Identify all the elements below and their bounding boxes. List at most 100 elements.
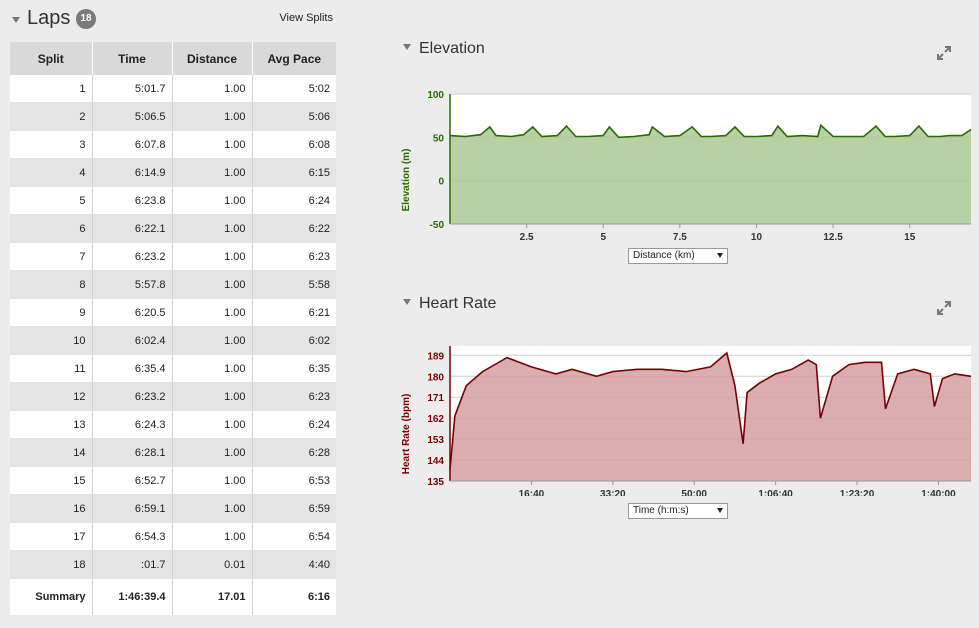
cell-time: :01.7: [92, 550, 173, 579]
cell-avg-pace: 6:35: [252, 354, 336, 383]
cell-distance: 1.00: [172, 130, 253, 159]
heart-rate-x-axis-select[interactable]: Time (h:m:s): [628, 503, 728, 519]
cell-avg-pace: 6:23: [252, 242, 336, 271]
cell-split: 4: [10, 158, 93, 187]
elevation-series-area: [450, 125, 971, 224]
table-row: 2 5:06.5 1.00 5:06: [10, 102, 336, 131]
cell-avg-pace: 5:58: [252, 270, 336, 299]
table-row: 16 6:59.1 1.00 6:59: [10, 494, 336, 523]
cell-time: 5:01.7: [92, 75, 173, 103]
cell-split: 14: [10, 438, 93, 467]
elevation-ytick-label: 50: [433, 133, 445, 144]
heart_rate-ytick-label: 144: [427, 456, 444, 467]
expand-icon[interactable]: [936, 45, 952, 61]
cell-split: 16: [10, 494, 93, 523]
heart-rate-chart: Heart Rate (bpm) 189 180 171 162 153 144 135 16…: [401, 346, 972, 496]
heart_rate-ytick-label: 162: [427, 414, 444, 425]
cell-time: 6:52.7: [92, 466, 173, 495]
collapse-triangle-icon[interactable]: [403, 299, 411, 305]
heart-rate-title: Heart Rate: [403, 295, 496, 313]
table-row: 4 6:14.9 1.00 6:15: [10, 158, 336, 187]
cell-distance: 1.00: [172, 382, 253, 411]
cell-distance: 1.00: [172, 75, 253, 103]
heart_rate-xtick-label: 33:20: [600, 489, 626, 496]
cell-split: 13: [10, 410, 93, 439]
cell-avg-pace: 6:21: [252, 298, 336, 327]
column-header-split[interactable]: Split: [10, 42, 93, 75]
cell-time: 6:20.5: [92, 298, 173, 327]
elevation-series-line: [449, 123, 972, 139]
cell-avg-pace: 6:54: [252, 522, 336, 551]
laps-header: Laps 18 View Splits: [10, 6, 336, 34]
cell-avg-pace: 5:02: [252, 75, 336, 103]
chevron-down-icon: [717, 508, 723, 513]
heart_rate-ytick-label: 153: [427, 435, 444, 446]
cell-distance: 1.00: [172, 102, 253, 131]
heart-rate-ylabel: Heart Rate (bpm): [401, 394, 412, 475]
summary-label: Summary: [10, 578, 93, 615]
cell-avg-pace: 4:40: [252, 550, 336, 579]
cell-split: 9: [10, 298, 93, 327]
table-row: 3 6:07.8 1.00 6:08: [10, 130, 336, 159]
elevation-x-axis-select[interactable]: Distance (km): [628, 248, 728, 264]
cell-distance: 1.00: [172, 438, 253, 467]
heart_rate-ytick-label: 135: [427, 477, 444, 488]
cell-avg-pace: 6:22: [252, 214, 336, 243]
cell-distance: 1.00: [172, 158, 253, 187]
elevation-ylabel: Elevation (m): [401, 149, 412, 212]
laps-table-header: Split Time Distance Avg Pace: [10, 42, 336, 75]
summary-row: Summary 1:46:39.4 17.01 6:16: [10, 578, 336, 615]
laps-table: Split Time Distance Avg Pace 1 5:01.7 1.00…: [10, 42, 336, 615]
elevation-x-axis-select-value: Distance (km): [633, 250, 695, 261]
cell-split: 3: [10, 130, 93, 159]
cell-split: 5: [10, 186, 93, 215]
heart_rate-ytick-label: 180: [427, 372, 444, 383]
cell-distance: 1.00: [172, 298, 253, 327]
elevation-ytick-label: 0: [438, 177, 444, 188]
column-header-avg-pace[interactable]: Avg Pace: [252, 42, 336, 75]
expand-icon[interactable]: [936, 300, 952, 316]
collapse-triangle-icon[interactable]: [403, 44, 411, 50]
heart-rate-x-axis-select-value: Time (h:m:s): [633, 505, 689, 516]
cell-distance: 1.00: [172, 466, 253, 495]
column-header-distance[interactable]: Distance: [172, 42, 253, 75]
cell-distance: 1.00: [172, 270, 253, 299]
cell-avg-pace: 6:59: [252, 494, 336, 523]
column-header-time[interactable]: Time: [92, 42, 173, 75]
elevation-ytick-label: 100: [427, 90, 444, 101]
elevation-title: Elevation: [403, 40, 485, 58]
cell-time: 5:57.8: [92, 270, 173, 299]
cell-split: 15: [10, 466, 93, 495]
summary-avg-pace: 6:16: [252, 578, 336, 615]
table-row: 1 5:01.7 1.00 5:02: [10, 75, 336, 103]
view-splits-link[interactable]: View Splits: [279, 12, 333, 24]
cell-time: 6:22.1: [92, 214, 173, 243]
cell-time: 5:06.5: [92, 102, 173, 131]
cell-distance: 1.00: [172, 410, 253, 439]
table-row: 17 6:54.3 1.00 6:54: [10, 522, 336, 551]
cell-time: 6:59.1: [92, 494, 173, 523]
elevation-xtick-label: 12.5: [823, 232, 843, 240]
cell-time: 6:24.3: [92, 410, 173, 439]
cell-split: 1: [10, 75, 93, 103]
heart_rate-series-area: [450, 353, 971, 481]
heart_rate-xtick-label: 16:40: [519, 489, 545, 496]
elevation-title-text: Elevation: [419, 40, 485, 57]
cell-split: 11: [10, 354, 93, 383]
cell-avg-pace: 5:06: [252, 102, 336, 131]
elevation-ytick-label: -50: [430, 220, 445, 231]
table-row: 18:01.7 0.01 4:40: [10, 550, 336, 579]
cell-time: 6:35.4: [92, 354, 173, 383]
collapse-triangle-icon[interactable]: [12, 17, 20, 23]
cell-split: 2: [10, 102, 93, 131]
cell-avg-pace: 6:53: [252, 466, 336, 495]
cell-time: 6:14.9: [92, 158, 173, 187]
cell-split: 7: [10, 242, 93, 271]
cell-distance: 0.01: [172, 550, 253, 579]
table-row: 8 5:57.8 1.00 5:58: [10, 270, 336, 299]
table-row: 14 6:28.1 1.00 6:28: [10, 438, 336, 467]
elevation-chart: Elevation (m) 100 50 0 -50 2.5 5 7.5 10 12.5 15: [401, 90, 972, 240]
heart_rate-xtick-label: 1:06:40: [758, 489, 793, 496]
cell-avg-pace: 6:23: [252, 382, 336, 411]
cell-avg-pace: 6:08: [252, 130, 336, 159]
